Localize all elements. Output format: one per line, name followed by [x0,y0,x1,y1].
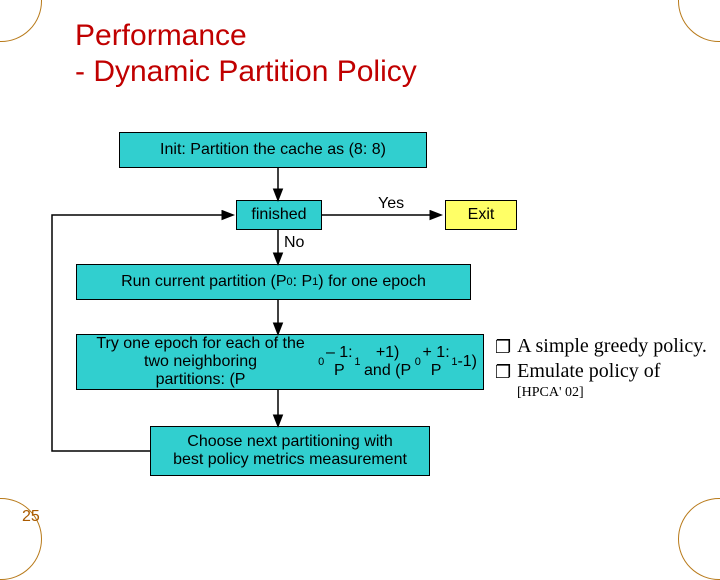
side-notes: ❐ A simple greedy policy. ❐ Emulate poli… [495,334,720,402]
note-item-1: ❐ A simple greedy policy. [495,334,720,359]
flow-box-exit: Exit [445,200,517,230]
flow-box-choose: Choose next partitioning withbest policy… [150,426,430,476]
bullet-icon: ❐ [495,336,511,359]
flow-box-init: Init: Partition the cache as (8: 8) [119,132,427,168]
note-text-1: A simple greedy policy. [517,334,707,359]
corner-arc-br [678,498,720,580]
title-line2: - Dynamic Partition Policy [75,54,417,90]
flow-box-finished: finished [236,200,322,230]
flow-box-run: Run current partition (P0: P1) for one e… [76,264,471,300]
edge-label-no: No [284,234,304,252]
note-citation: [HPCA' 02] [517,384,720,402]
slide: Performance - Dynamic Partition Policy I… [0,0,720,540]
page-title: Performance - Dynamic Partition Policy [75,18,417,90]
flow-box-try: Try one epoch for each of the two neighb… [76,334,484,390]
edge-label-yes: Yes [378,195,404,213]
note-item-2: ❐ Emulate policy of [495,359,720,384]
corner-arc-tl [0,0,42,42]
slide-number: 25 [22,508,40,526]
note-text-2: Emulate policy of [517,359,660,384]
corner-arc-tr [678,0,720,42]
title-line1: Performance [75,18,417,54]
bullet-icon: ❐ [495,361,511,384]
